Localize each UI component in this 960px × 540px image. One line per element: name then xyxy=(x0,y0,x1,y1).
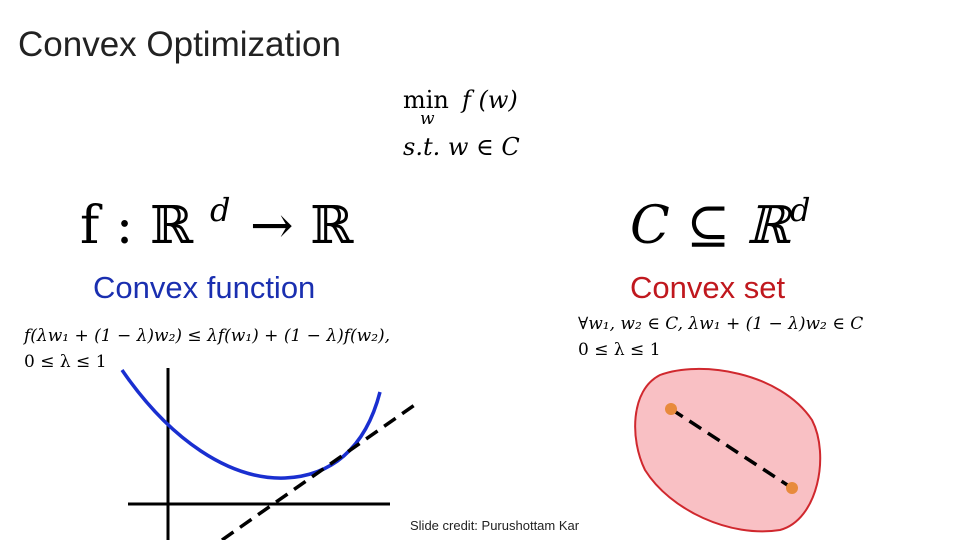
constraint: s.t. w ∈ C xyxy=(403,133,520,161)
function-definition: 0 ≤ λ ≤ 1 xyxy=(24,352,107,372)
tangent-line xyxy=(220,402,418,540)
credit: Slide credit: Purushottam Kar xyxy=(410,518,580,533)
set-signature-exp: d xyxy=(790,191,811,229)
convex-set-label: Convex set xyxy=(630,270,786,305)
function-definition: f(λw₁ + (1 − λ)w₂) ≤ λf(w₁) + (1 − λ)f(w… xyxy=(24,326,391,346)
operator: min xyxy=(403,86,449,114)
set-signature: C ⊆ ℝ xyxy=(630,196,790,256)
set-definition: 0 ≤ λ ≤ 1 xyxy=(578,340,661,360)
function-signature: f : ℝ xyxy=(80,196,194,256)
set-definition: ∀w₁, w₂ ∈ C, λw₁ + (1 − λ)w₂ ∈ C xyxy=(578,314,864,334)
set-point xyxy=(665,403,677,415)
convex-function-plot xyxy=(120,368,418,540)
convex-set xyxy=(634,367,822,533)
convex-function-label: Convex function xyxy=(93,270,316,305)
set-point xyxy=(786,482,798,494)
function-signature-rhs: → ℝ xyxy=(250,196,354,256)
operator-sub: w xyxy=(420,109,435,129)
function-signature-exp: d xyxy=(210,191,231,229)
set-segment xyxy=(670,407,793,490)
slide-title: Convex Optimization xyxy=(18,25,341,64)
convex-set-plot xyxy=(634,367,822,533)
convex-curve xyxy=(120,369,382,480)
objective: f (w) xyxy=(462,86,518,114)
